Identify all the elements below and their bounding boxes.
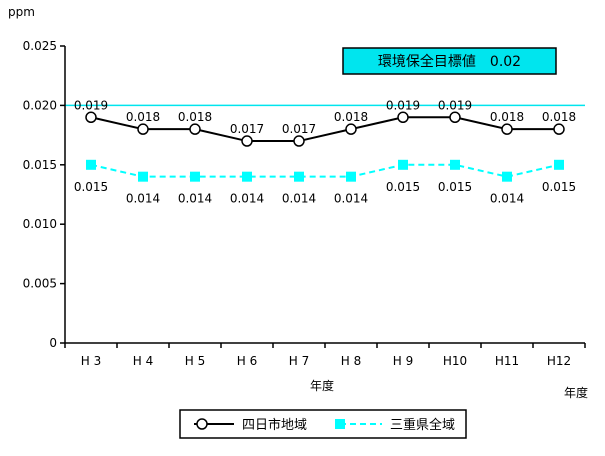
- data-label-series-2: 0.015: [74, 180, 108, 194]
- x-tick-label: H10: [443, 354, 467, 368]
- x-tick-label: H 3: [81, 354, 101, 368]
- data-label-series-1: 0.018: [542, 110, 576, 124]
- data-label-series-1: 0.017: [282, 122, 316, 136]
- data-label-series-1: 0.019: [74, 98, 108, 112]
- legend: 四日市地域 三重県全域: [179, 409, 467, 439]
- x-tick-label: H 7: [289, 354, 309, 368]
- series-1-point: [293, 135, 305, 147]
- x-tick-label: H 4: [133, 354, 153, 368]
- series-2-point: [86, 159, 96, 170]
- series-2-point: [294, 171, 304, 182]
- series-2-point: [190, 171, 200, 182]
- x-tick-label: H 8: [341, 354, 361, 368]
- y-tick-label: 0.025: [23, 39, 57, 53]
- y-tick-label: 0: [49, 336, 57, 350]
- x-tick-label: H12: [547, 354, 571, 368]
- series-1-point: [397, 111, 409, 124]
- data-label-series-2: 0.014: [230, 192, 264, 206]
- series-1-point: [345, 123, 357, 135]
- y-tick-label: 0.020: [23, 98, 57, 112]
- legend-label-1: 四日市地域: [242, 417, 307, 433]
- data-label-series-2: 0.014: [126, 192, 160, 206]
- data-label-series-1: 0.018: [178, 110, 212, 124]
- data-label-series-1: 0.018: [126, 110, 160, 124]
- series-1-point: [553, 123, 565, 135]
- series-1-point: [241, 135, 253, 147]
- data-label-series-2: 0.015: [438, 180, 472, 194]
- x-tick-label: H11: [495, 354, 519, 368]
- data-label-series-1: 0.017: [230, 122, 264, 136]
- data-label-series-2: 0.014: [490, 192, 524, 206]
- target-label: 環境保全目標値 0.02: [378, 53, 521, 70]
- series-line-2: [90, 163, 560, 178]
- data-label-series-2: 0.015: [542, 180, 576, 194]
- data-label-series-1: 0.019: [386, 98, 420, 112]
- data-label-series-2: 0.015: [386, 180, 420, 194]
- y-tick-label: 0.015: [23, 158, 57, 172]
- data-label-series-1: 0.018: [490, 110, 524, 124]
- x-tick-label: H 6: [237, 354, 257, 368]
- series-2-point: [398, 159, 408, 170]
- plot-area: 0.025 0.020 0.015 0.010 0.005 0 H 3 H 4 H 5 H 6 H …: [23, 39, 586, 368]
- data-label-series-2: 0.014: [282, 192, 316, 206]
- data-label-series-1: 0.019: [438, 98, 472, 112]
- series-1-point: [137, 123, 149, 135]
- series-2-point: [450, 159, 460, 170]
- x-tick-label: H 9: [393, 354, 413, 368]
- data-label-series-2: 0.014: [178, 192, 212, 206]
- data-label-series-1: 0.018: [334, 110, 368, 124]
- legend-label-2: 三重県全域: [390, 417, 455, 433]
- series-2-point: [138, 171, 148, 182]
- series-1-point: [85, 111, 97, 124]
- y-axis-unit-label: ppm: [8, 5, 35, 19]
- y-tick-label: 0.005: [23, 277, 57, 291]
- x-axis-title: 年度: [310, 378, 334, 393]
- series-2-point: [554, 159, 564, 170]
- data-label-series-2: 0.014: [334, 192, 368, 206]
- x-axis-title-side: 年度: [564, 385, 588, 400]
- y-tick-label: 0.010: [23, 217, 57, 231]
- series-2-point: [242, 171, 252, 182]
- series-1-point: [449, 111, 461, 124]
- series-line-1: [90, 116, 559, 143]
- x-tick-label: H 5: [185, 354, 205, 368]
- target-label-box: [342, 47, 557, 75]
- series-2-point: [502, 171, 512, 182]
- legend-key-marker-1: [196, 418, 208, 430]
- series-2-point: [346, 171, 356, 182]
- series-1-point: [189, 123, 201, 135]
- series-1-point: [501, 123, 513, 135]
